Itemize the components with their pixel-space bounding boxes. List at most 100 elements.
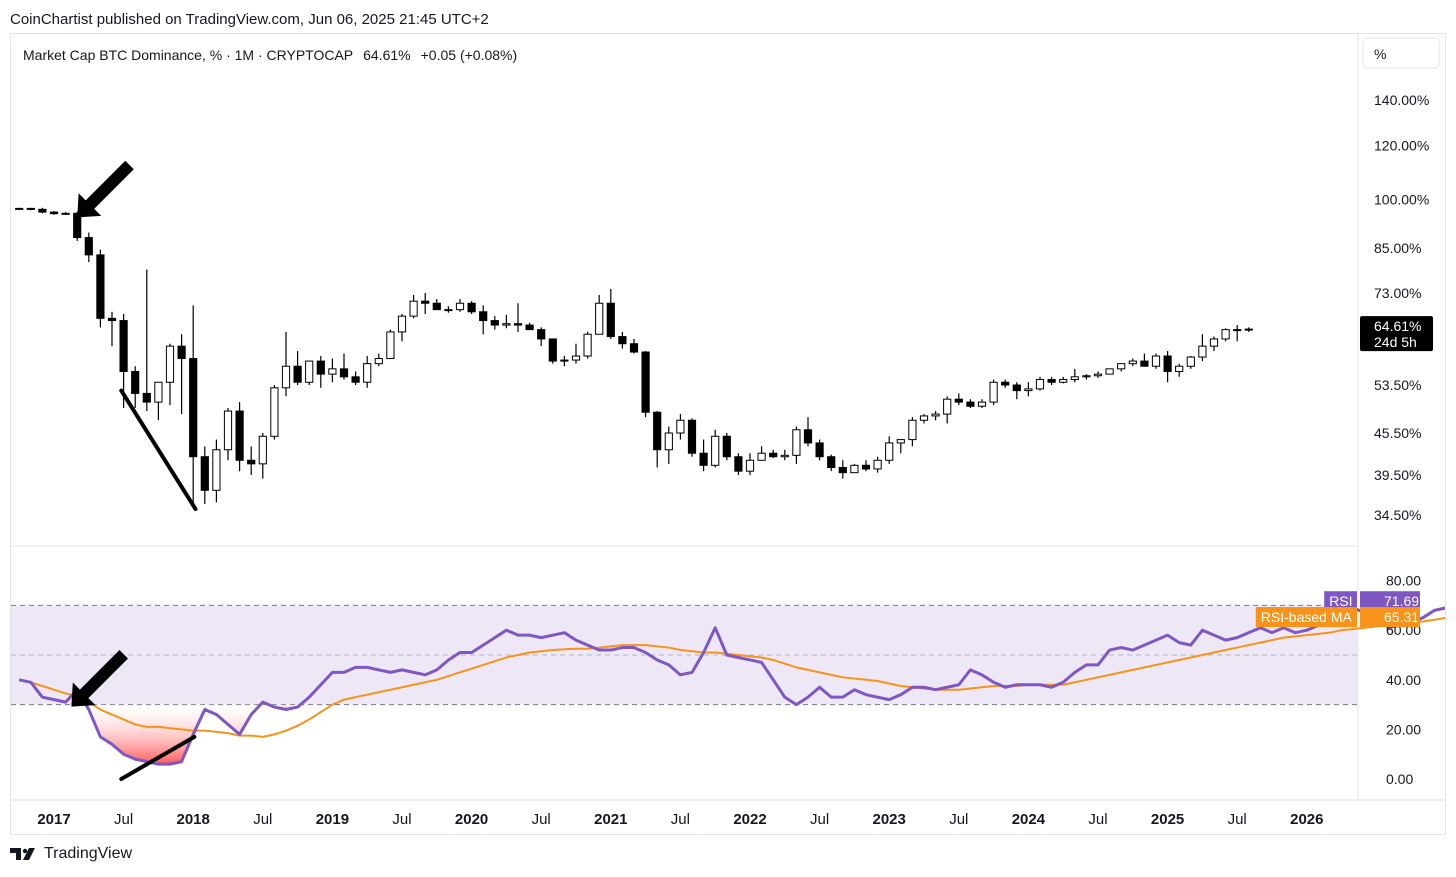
rsi-layer (18, 603, 1445, 766)
candle-body (154, 381, 163, 403)
candle-body (363, 363, 372, 383)
candle (1082, 374, 1091, 380)
candle (641, 351, 650, 418)
candle (49, 211, 59, 215)
rsi-band (11, 605, 1358, 705)
rsi-axis-label: 0.00 (1386, 771, 1413, 787)
candle-body (26, 207, 35, 210)
candle (212, 439, 221, 503)
footer-logo[interactable]: TradingView (10, 845, 132, 863)
candle-body (850, 464, 859, 474)
rsi-value-tag (1360, 591, 1420, 612)
candle-body (49, 211, 59, 215)
candle (1163, 351, 1172, 383)
candle (780, 449, 789, 461)
candle-body (1082, 375, 1091, 378)
candle-body (687, 419, 697, 454)
candle (1175, 363, 1184, 377)
candle-body (1070, 376, 1079, 381)
scale-mode-box[interactable]: % (1362, 37, 1440, 69)
candle (722, 433, 731, 461)
candle (595, 294, 604, 335)
candle (803, 417, 813, 447)
rsi-axis-label: 80.00 (1386, 573, 1421, 589)
candle (931, 411, 940, 421)
rsi-series-name: RSI-based MA (1261, 609, 1353, 625)
candle-body (235, 410, 244, 461)
chart-canvas[interactable]: 140.00% 120.00% 100.00% 85.00% 73.00% 53.50% 4… (11, 34, 1445, 834)
candle (676, 414, 685, 440)
candle (421, 292, 430, 314)
candle (235, 402, 244, 472)
candle-body (1198, 345, 1207, 358)
candle-body (61, 212, 70, 215)
candle (281, 331, 291, 397)
rsi-oversold-fill (85, 704, 261, 765)
candle-body (1175, 365, 1184, 372)
price-axis-label: 45.50% (1374, 425, 1421, 441)
candle-body (1151, 355, 1161, 367)
tradingview-logo-icon (10, 848, 35, 860)
price-axis-label: 39.50% (1374, 467, 1421, 483)
candle-body (1117, 363, 1126, 370)
candle-body (455, 302, 465, 311)
candle-body (177, 345, 186, 360)
countdown-label: 24d 5h (1374, 334, 1417, 350)
candle-body (966, 401, 975, 407)
candle (919, 414, 929, 424)
candle (861, 460, 871, 472)
candle-body (1128, 360, 1137, 365)
candle-body (397, 315, 407, 333)
arrow-icon (77, 160, 134, 218)
time-axis-label: 2023 (873, 811, 906, 828)
candle-body (989, 381, 998, 403)
candle-body (595, 302, 604, 335)
candle-body (1093, 373, 1103, 377)
candle (606, 288, 615, 339)
rsi-line (18, 603, 1445, 766)
candle-body (316, 360, 325, 375)
candle (316, 356, 325, 388)
candle (525, 322, 534, 331)
candle-body (583, 333, 592, 357)
candle (757, 446, 766, 461)
candle-body (444, 309, 453, 312)
time-axis-label: 2025 (1151, 811, 1184, 828)
candle (583, 331, 592, 359)
candle-body (212, 449, 221, 491)
candle-body (386, 331, 395, 360)
candle (966, 399, 975, 409)
candle-body (142, 392, 151, 403)
candle (664, 426, 673, 464)
candle (745, 453, 755, 475)
scale-mode-label: % (1374, 46, 1386, 62)
time-axis-label: Jul (1088, 811, 1107, 828)
candle-body (676, 419, 685, 434)
time-axis-label: 2022 (733, 811, 766, 828)
rsi-value-label: 65.31 (1384, 609, 1419, 625)
candle-body (131, 370, 140, 394)
candle-body (653, 411, 662, 451)
candle-body (223, 410, 233, 451)
candle-body (1001, 381, 1010, 386)
last-value-tag (1360, 316, 1433, 352)
candle-body (792, 429, 801, 456)
time-axis-label: Jul (671, 811, 690, 828)
candle (26, 207, 35, 211)
candle (444, 306, 453, 313)
candle (293, 351, 302, 386)
candle (629, 338, 639, 354)
change-text: +0.05 (+0.08%) (421, 47, 518, 63)
price-axis-label: 53.50% (1374, 377, 1421, 393)
candle-body (919, 415, 929, 421)
footer-brand: TradingView (44, 845, 133, 862)
candle-body (1105, 368, 1114, 375)
chart-frame[interactable]: 140.00% 120.00% 100.00% 85.00% 73.00% 53.50% 4… (10, 33, 1446, 835)
candle-body (838, 466, 847, 474)
candle-body (1186, 356, 1195, 367)
candle (734, 453, 743, 475)
candle (339, 353, 349, 380)
candle-body (96, 254, 105, 319)
chart-title: Market Cap BTC Dominance, % · 1M · CRYPT… (23, 47, 517, 63)
candle-body (1012, 384, 1021, 392)
